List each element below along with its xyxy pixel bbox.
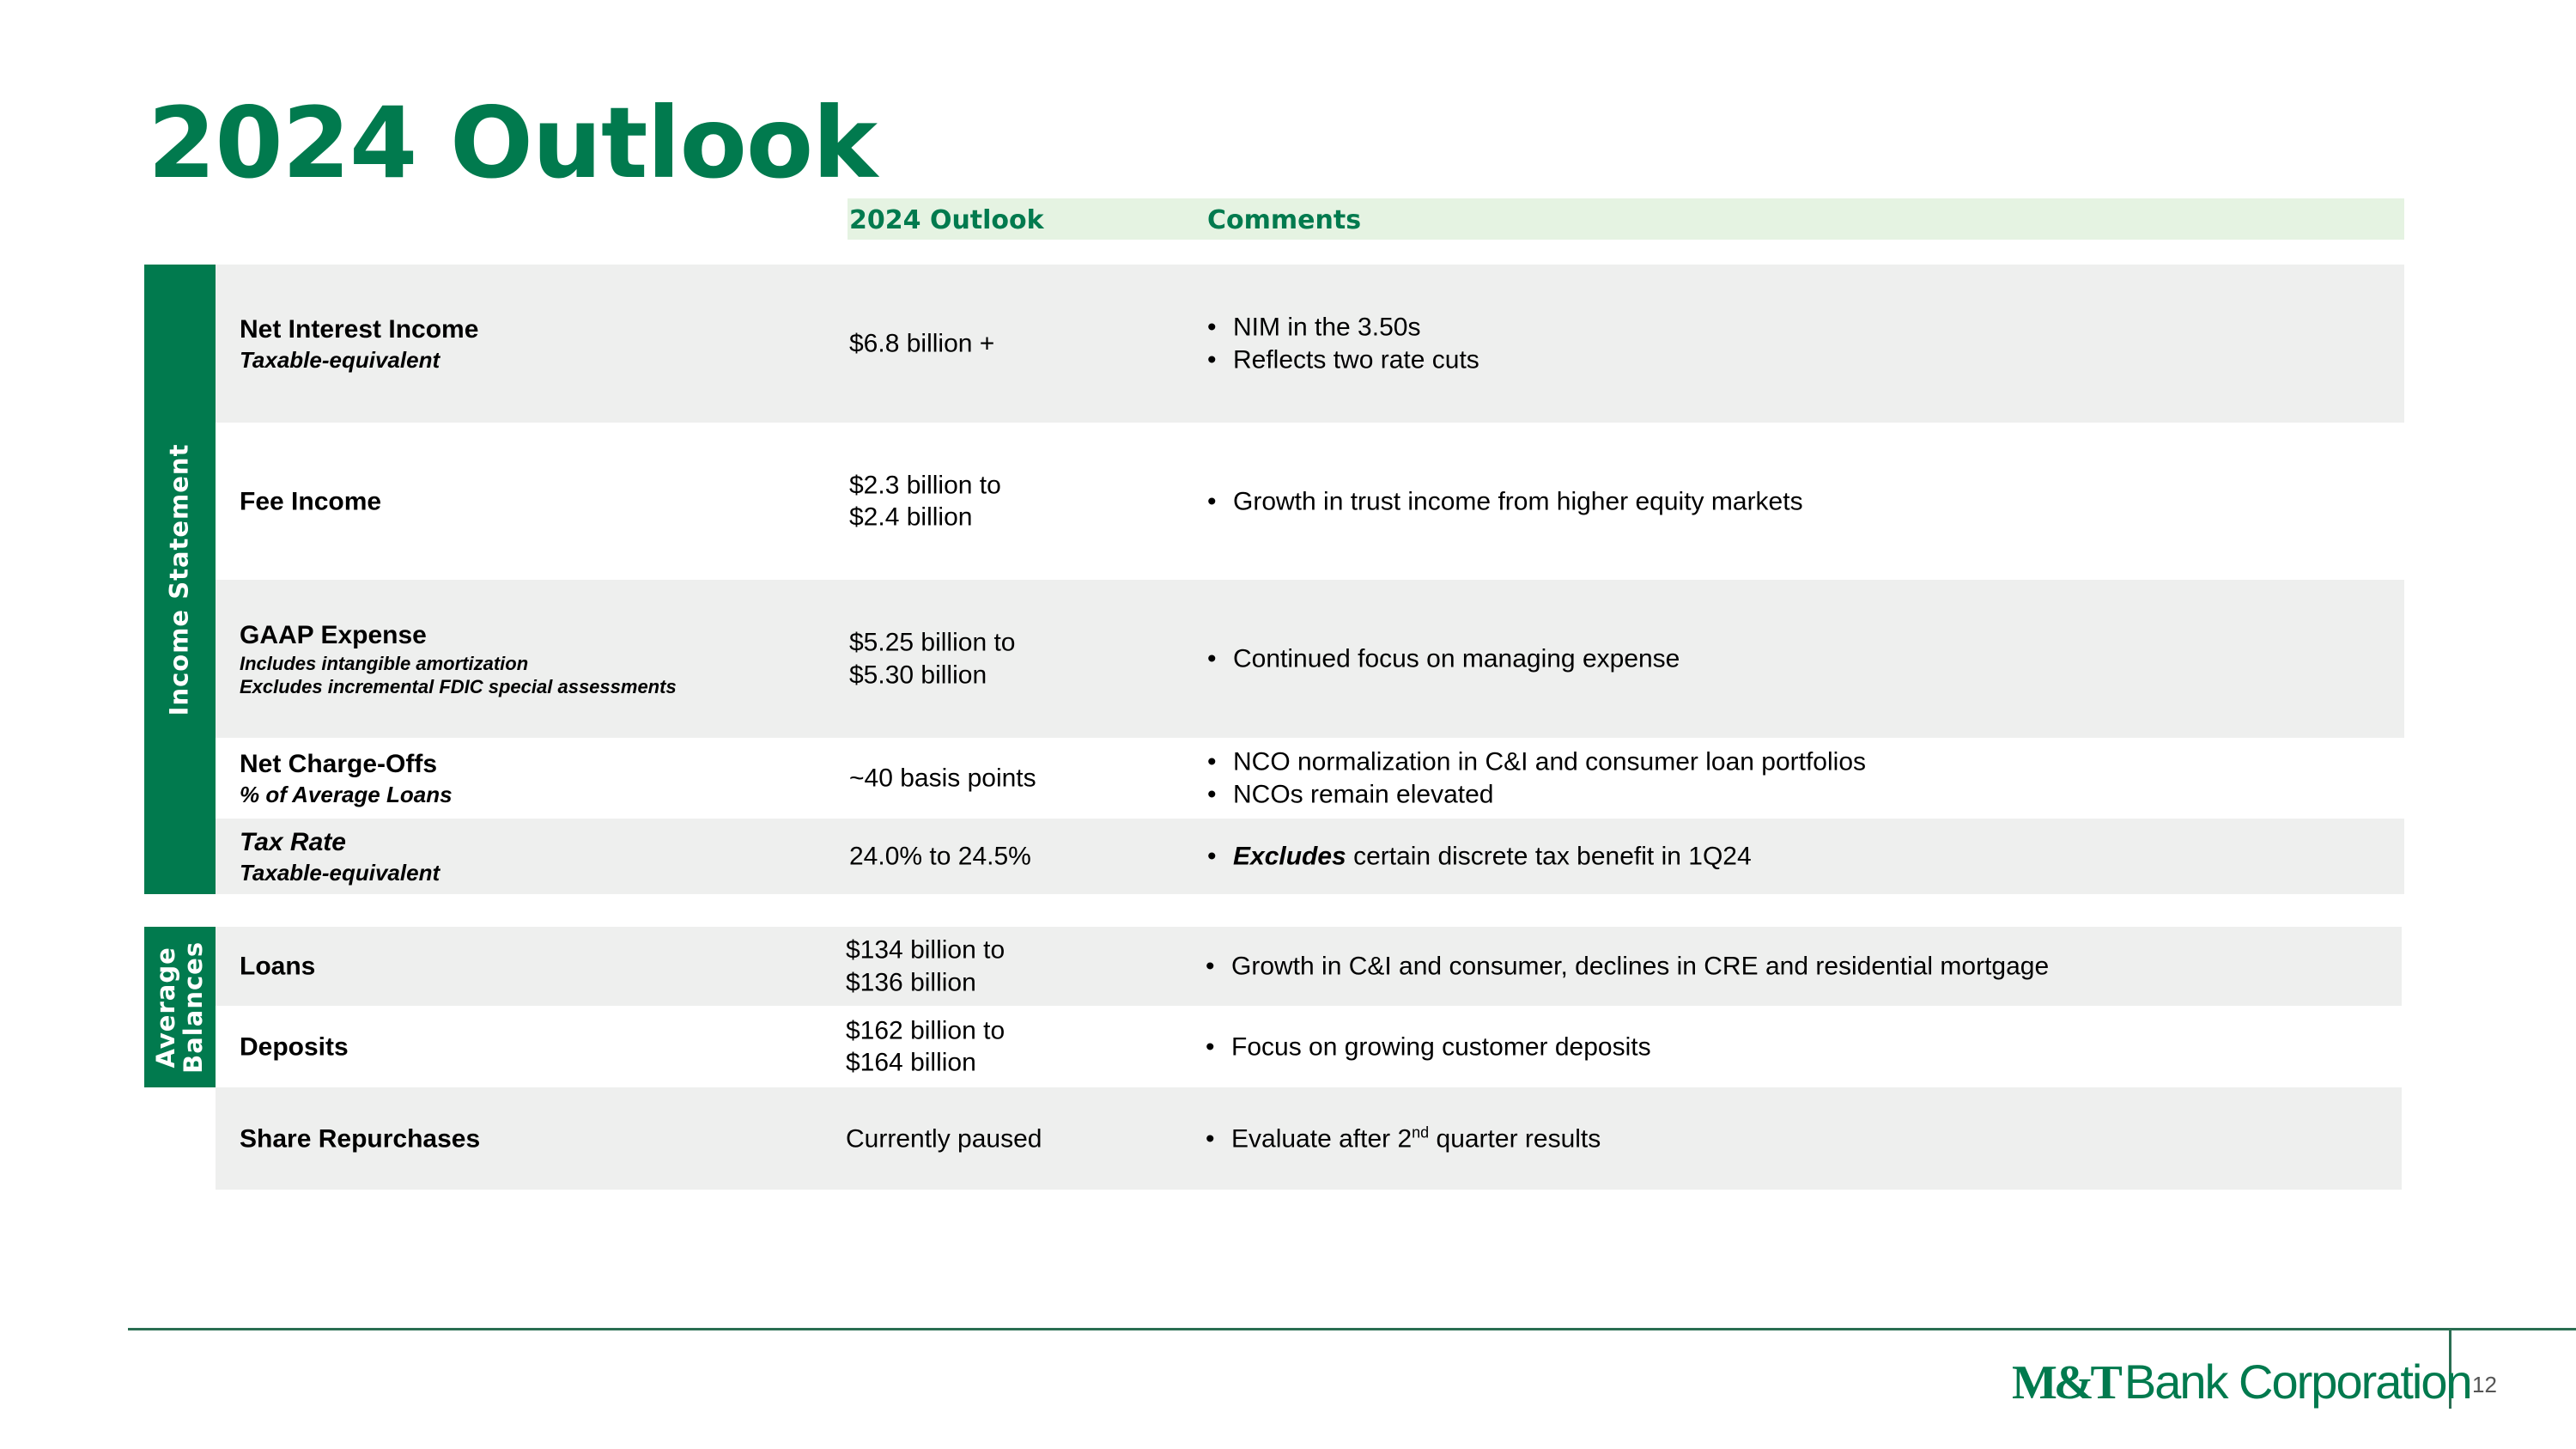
comment-bullet: NCOs remain elevated bbox=[1207, 778, 1866, 811]
outlook-value: Currently paused bbox=[846, 1123, 1042, 1155]
page-number: 12 bbox=[2472, 1372, 2497, 1397]
table-row-deposits: Deposits $162 billion to $164 billion Foc… bbox=[216, 1006, 2402, 1087]
row-sublabel: Excludes incremental FDIC special assess… bbox=[240, 675, 677, 697]
outlook-line: $136 billion bbox=[846, 968, 976, 996]
outlook-value: 24.0% to 24.5% bbox=[849, 840, 1031, 873]
outlook-value: $134 billion to $136 billion bbox=[846, 935, 1005, 999]
page-title: 2024 Outlook bbox=[148, 86, 878, 200]
comment-text: certain discrete tax benefit in 1Q24 bbox=[1346, 842, 1752, 871]
outlook-line: $2.4 billion bbox=[849, 502, 973, 532]
row-label: Fee Income bbox=[240, 486, 382, 515]
row-label: Net Charge-Offs bbox=[240, 750, 438, 778]
section-average-balances: Average Balances bbox=[144, 927, 216, 1087]
outlook-line: $164 billion bbox=[846, 1048, 976, 1077]
outlook-value: $6.8 billion + bbox=[849, 327, 994, 360]
table-row-loans: Loans $134 billion to $136 billion Growth… bbox=[216, 927, 2402, 1006]
outlook-line: ~40 basis points bbox=[849, 764, 1036, 793]
footer-vertical-divider bbox=[2449, 1328, 2451, 1409]
table-header: 2024 Outlook Comments bbox=[848, 198, 2404, 240]
outlook-line: $5.30 billion bbox=[849, 661, 987, 689]
outlook-value: $162 billion to $164 billion bbox=[846, 1014, 1005, 1079]
section-label: Income Statement bbox=[164, 443, 194, 715]
comment-bullet: Focus on growing customer deposits bbox=[1206, 1031, 1651, 1063]
row-label: Tax Rate bbox=[240, 828, 346, 856]
comment-bullet: Growth in trust income from higher equit… bbox=[1207, 485, 1803, 518]
table-row-fee-income: Fee Income $2.3 billion to $2.4 billion G… bbox=[216, 423, 2404, 580]
outlook-line: Currently paused bbox=[846, 1123, 1042, 1153]
outlook-value: ~40 basis points bbox=[849, 762, 1036, 795]
row-sublabel: Taxable-equivalent bbox=[240, 859, 440, 886]
comments: Growth in C&I and consumer, declines in … bbox=[1206, 950, 2049, 983]
section-label-line: Average bbox=[150, 946, 180, 1068]
outlook-line: $2.3 billion to bbox=[849, 471, 1001, 499]
row-sublabel: Taxable-equivalent bbox=[240, 346, 440, 373]
comments: Focus on growing customer deposits bbox=[1206, 1031, 1651, 1063]
outlook-value: $2.3 billion to $2.4 billion bbox=[849, 469, 1001, 533]
comment-bullet: NCO normalization in C&I and consumer lo… bbox=[1207, 746, 1866, 779]
section-income-statement: Income Statement bbox=[144, 265, 216, 894]
table-row-net-interest-income: Net Interest Income Taxable-equivalent $6… bbox=[216, 265, 2404, 423]
outlook-line: 24.0% to 24.5% bbox=[849, 842, 1031, 871]
comment-text: quarter results bbox=[1429, 1123, 1601, 1153]
table-row-tax-rate: Tax Rate Taxable-equivalent 24.0% to 24.5… bbox=[216, 819, 2404, 894]
comment-bullet: Evaluate after 2nd quarter results bbox=[1206, 1123, 1601, 1155]
footer-divider bbox=[128, 1328, 2576, 1330]
header-comments: Comments bbox=[1207, 205, 1362, 235]
comment-text: Evaluate after 2 bbox=[1231, 1123, 1413, 1153]
section-label-line: Balances bbox=[178, 941, 208, 1074]
outlook-value: $5.25 billion to $5.30 billion bbox=[849, 627, 1015, 691]
logo-text: Bank Corporation bbox=[2123, 1355, 2473, 1409]
comment-bullet: Reflects two rate cuts bbox=[1207, 344, 1479, 376]
comments: Growth in trust income from higher equit… bbox=[1207, 485, 1803, 518]
comment-bullet: Excludes certain discrete tax benefit in… bbox=[1207, 840, 1752, 873]
comments: NIM in the 3.50sReflects two rate cuts bbox=[1207, 312, 1479, 376]
comment-bullet: NIM in the 3.50s bbox=[1207, 312, 1479, 344]
row-label: Loans bbox=[240, 952, 316, 981]
table-row-net-charge-offs: Net Charge-Offs % of Average Loans ~40 ba… bbox=[216, 738, 2404, 819]
row-label: Net Interest Income bbox=[240, 315, 479, 344]
comment-bullet: Growth in C&I and consumer, declines in … bbox=[1206, 950, 2049, 983]
logo-mark: M&T bbox=[2012, 1356, 2123, 1409]
row-label: Share Repurchases bbox=[240, 1123, 481, 1153]
row-label: Deposits bbox=[240, 1032, 349, 1061]
table-row-gaap-expense: GAAP Expense Includes intangible amortiza… bbox=[216, 580, 2404, 738]
outlook-line: $5.25 billion to bbox=[849, 628, 1016, 657]
comment-bullet: Continued focus on managing expense bbox=[1207, 642, 1680, 675]
outlook-line: $134 billion to bbox=[846, 935, 1005, 965]
header-outlook: 2024 Outlook bbox=[849, 205, 1044, 235]
comments: Evaluate after 2nd quarter results bbox=[1206, 1123, 1601, 1155]
comment-emphasis: Excludes bbox=[1233, 842, 1346, 871]
comments: Excludes certain discrete tax benefit in… bbox=[1207, 840, 1752, 873]
table-row-share-repurchases: Share Repurchases Currently paused Evalu… bbox=[216, 1087, 2402, 1190]
row-label: GAAP Expense bbox=[240, 620, 427, 649]
section-label: Average Balances bbox=[150, 941, 208, 1074]
comments: NCO normalization in C&I and consumer lo… bbox=[1207, 746, 1866, 811]
row-sublabel: % of Average Loans bbox=[240, 781, 453, 807]
comment-superscript: nd bbox=[1412, 1123, 1430, 1141]
outlook-line: $6.8 billion + bbox=[849, 329, 995, 358]
row-sublabel: Includes intangible amortization bbox=[240, 652, 529, 674]
outlook-line: $162 billion to bbox=[846, 1016, 1005, 1044]
comments: Continued focus on managing expense bbox=[1207, 642, 1680, 675]
company-logo: M&T Bank Corporation bbox=[2012, 1354, 2473, 1410]
